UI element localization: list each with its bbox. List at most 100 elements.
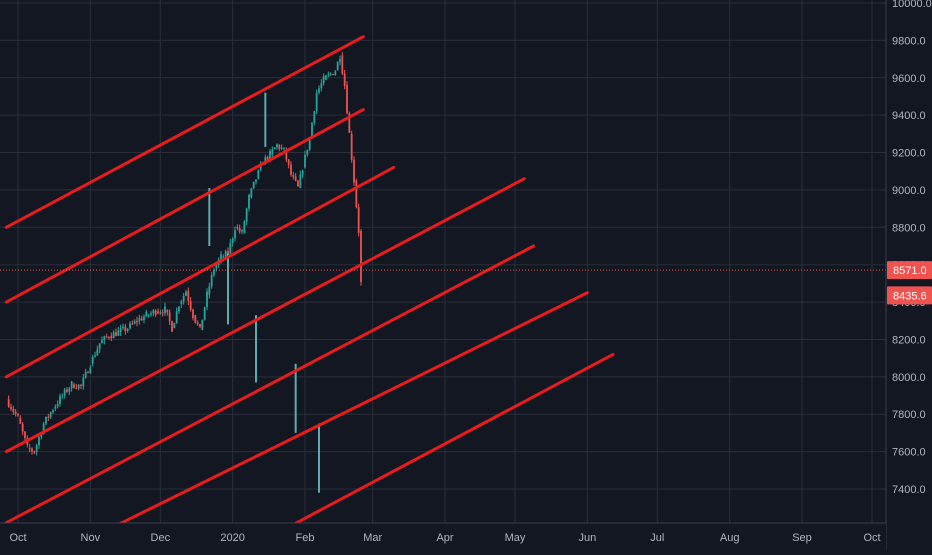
time-tick-label: Jun bbox=[578, 532, 596, 544]
price-tick-label: 8200.0 bbox=[892, 334, 926, 346]
candle bbox=[145, 309, 148, 318]
candle bbox=[108, 336, 110, 341]
candle bbox=[229, 239, 232, 257]
candle bbox=[150, 310, 152, 317]
candle bbox=[192, 308, 194, 321]
time-tick-label: Oct bbox=[863, 532, 880, 544]
vertical-gridlines bbox=[17, 0, 873, 523]
candle bbox=[299, 170, 302, 189]
candle bbox=[182, 293, 185, 305]
candle bbox=[21, 421, 24, 436]
candle bbox=[180, 299, 183, 309]
channel-line[interactable] bbox=[4, 35, 365, 229]
candle bbox=[164, 302, 166, 316]
candle bbox=[355, 178, 358, 209]
candle bbox=[350, 130, 353, 163]
candle bbox=[140, 315, 143, 321]
candle bbox=[322, 73, 325, 86]
candle bbox=[98, 343, 101, 354]
candle bbox=[24, 431, 26, 441]
candle bbox=[234, 226, 236, 242]
candle bbox=[35, 443, 38, 456]
candle bbox=[327, 71, 330, 78]
candle bbox=[175, 307, 178, 324]
candle bbox=[278, 144, 281, 152]
candle bbox=[271, 146, 274, 158]
candle bbox=[12, 405, 15, 415]
channel-line[interactable] bbox=[4, 177, 526, 454]
candle bbox=[304, 150, 306, 169]
candle bbox=[131, 320, 134, 325]
time-axis-panel[interactable] bbox=[0, 523, 886, 550]
candle bbox=[334, 69, 337, 76]
price-tag-label: 8435.6 bbox=[893, 290, 927, 302]
candle bbox=[208, 282, 211, 299]
candle bbox=[31, 447, 33, 455]
candle bbox=[77, 384, 80, 391]
candle bbox=[292, 171, 295, 180]
candle bbox=[161, 309, 164, 317]
candle bbox=[276, 143, 278, 150]
candle bbox=[157, 308, 159, 315]
candle bbox=[206, 288, 208, 311]
candle bbox=[257, 169, 260, 180]
candle bbox=[353, 156, 355, 186]
candle bbox=[241, 229, 243, 235]
channel-line[interactable] bbox=[4, 244, 536, 525]
candle bbox=[91, 354, 94, 367]
price-tags: 8571.0 8435.6 bbox=[887, 261, 932, 305]
channel-line[interactable] bbox=[291, 352, 615, 527]
candle bbox=[346, 81, 348, 115]
time-tick-label: Nov bbox=[81, 532, 101, 544]
candle bbox=[129, 321, 131, 330]
candle bbox=[70, 381, 73, 392]
candle bbox=[313, 110, 316, 126]
candle bbox=[343, 69, 346, 90]
candle bbox=[255, 179, 257, 185]
candle bbox=[252, 181, 255, 189]
price-tag: 8571.0 bbox=[887, 261, 932, 280]
candle bbox=[201, 319, 204, 331]
channel-line[interactable] bbox=[116, 291, 589, 527]
candle bbox=[236, 224, 239, 231]
candle bbox=[54, 404, 57, 412]
candle bbox=[103, 335, 106, 345]
price-tick-label: 9600.0 bbox=[892, 73, 926, 85]
candle bbox=[110, 332, 113, 342]
candle bbox=[87, 370, 89, 374]
candle bbox=[187, 287, 190, 305]
candle bbox=[189, 297, 192, 312]
candle bbox=[315, 89, 318, 115]
candlestick-series bbox=[7, 52, 362, 456]
candle bbox=[213, 267, 215, 277]
time-tick-label: May bbox=[505, 532, 526, 544]
candle bbox=[250, 187, 253, 199]
price-tick-label: 9000.0 bbox=[892, 185, 926, 197]
candle bbox=[133, 319, 136, 325]
candle bbox=[112, 330, 115, 339]
candle bbox=[297, 180, 299, 187]
candle bbox=[68, 386, 71, 396]
candle bbox=[94, 351, 96, 358]
time-tick-label: Mar bbox=[363, 532, 382, 544]
candle bbox=[73, 382, 75, 389]
channel-lines[interactable] bbox=[4, 35, 615, 527]
candle bbox=[243, 219, 246, 234]
candle bbox=[47, 414, 50, 422]
candle bbox=[231, 237, 234, 247]
candle bbox=[96, 345, 99, 356]
candle bbox=[56, 400, 59, 409]
candle bbox=[210, 272, 213, 289]
candle bbox=[224, 249, 227, 257]
price-tick-label: 9800.0 bbox=[892, 35, 926, 47]
channel-line[interactable] bbox=[4, 165, 396, 379]
candle bbox=[147, 313, 150, 318]
candle bbox=[122, 323, 124, 330]
candle bbox=[105, 333, 108, 339]
candle bbox=[166, 309, 169, 316]
channel-line[interactable] bbox=[4, 108, 365, 304]
horizontal-gridlines bbox=[0, 2, 886, 490]
candle bbox=[306, 149, 309, 157]
